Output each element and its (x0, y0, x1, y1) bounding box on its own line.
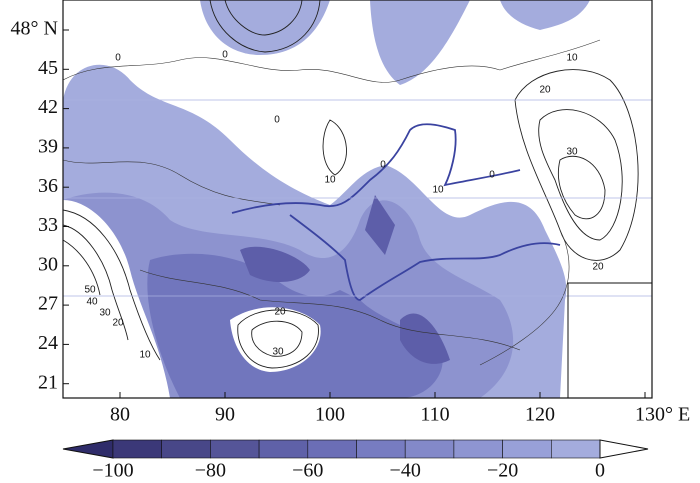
contour-label: 20 (274, 307, 286, 318)
colorbar-segment (258, 439, 309, 459)
lat-label: 24 (38, 332, 58, 354)
colorbar-segment (404, 439, 455, 459)
lat-label: 36 (38, 175, 58, 197)
colorbar-label: −100 (92, 460, 133, 482)
colorbar-segment (550, 439, 601, 459)
colorbar-segment (502, 439, 552, 459)
contour-label: 20 (112, 318, 124, 329)
colorbar: −100 −80 −60 −40 −20 0 (62, 439, 649, 482)
map-area (63, 0, 652, 398)
colorbar-segment (356, 439, 406, 459)
lat-label: 30 (38, 253, 58, 275)
boundaries (63, 39, 601, 366)
lon-label: 100 (315, 404, 345, 426)
contour-label: 20 (539, 85, 551, 96)
contour-label: 0 (222, 50, 228, 61)
lon-label: 90 (215, 404, 235, 426)
colorbar-label: −60 (292, 460, 323, 482)
contours (63, 0, 639, 369)
colorbar-label: −80 (195, 460, 226, 482)
colorbar-label: 0 (595, 460, 605, 482)
contour-label: 50 (84, 285, 96, 296)
graticule (63, 99, 652, 297)
lon-label: 110 (420, 404, 449, 426)
rivers (231, 123, 561, 301)
colorbar-segment (307, 439, 357, 459)
lat-label: 21 (38, 371, 58, 393)
colorbar-segment (161, 439, 211, 459)
contour-label: 30 (272, 347, 284, 358)
lon-label: 120 (525, 404, 555, 426)
colorbar-segment (453, 439, 503, 459)
lat-label: 42 (38, 96, 58, 118)
contour-label: 10 (432, 185, 444, 196)
lon-label: 80 (110, 404, 130, 426)
inset-frame (567, 282, 652, 398)
lon-label: 130° E (635, 404, 690, 426)
lat-label: 33 (38, 214, 58, 236)
contour-label: 40 (86, 297, 98, 308)
lat-label: 48° N (11, 18, 58, 40)
contour-label: 0 (115, 53, 121, 64)
map-frame (62, 0, 653, 399)
contour-label: 10 (566, 53, 578, 64)
lat-label: 27 (38, 293, 58, 315)
contour-label: 10 (324, 175, 336, 186)
contour-label: 0 (380, 160, 386, 171)
contour-label: 30 (566, 147, 578, 158)
colorbar-segment (112, 439, 163, 459)
contour-label: 10 (139, 350, 151, 361)
contour-label: 30 (99, 308, 111, 319)
colorbar-label: −40 (390, 460, 421, 482)
contour-label: 0 (274, 115, 280, 126)
contour-label: 0 (489, 170, 495, 181)
lat-label: 45 (38, 57, 58, 79)
colorbar-label: −20 (487, 460, 518, 482)
colorbar-segment (210, 439, 260, 459)
lat-label: 39 (38, 135, 58, 157)
colorbar-arrow (62, 439, 114, 459)
colorbar-arrow (599, 439, 649, 459)
contour-label: 20 (592, 262, 604, 273)
